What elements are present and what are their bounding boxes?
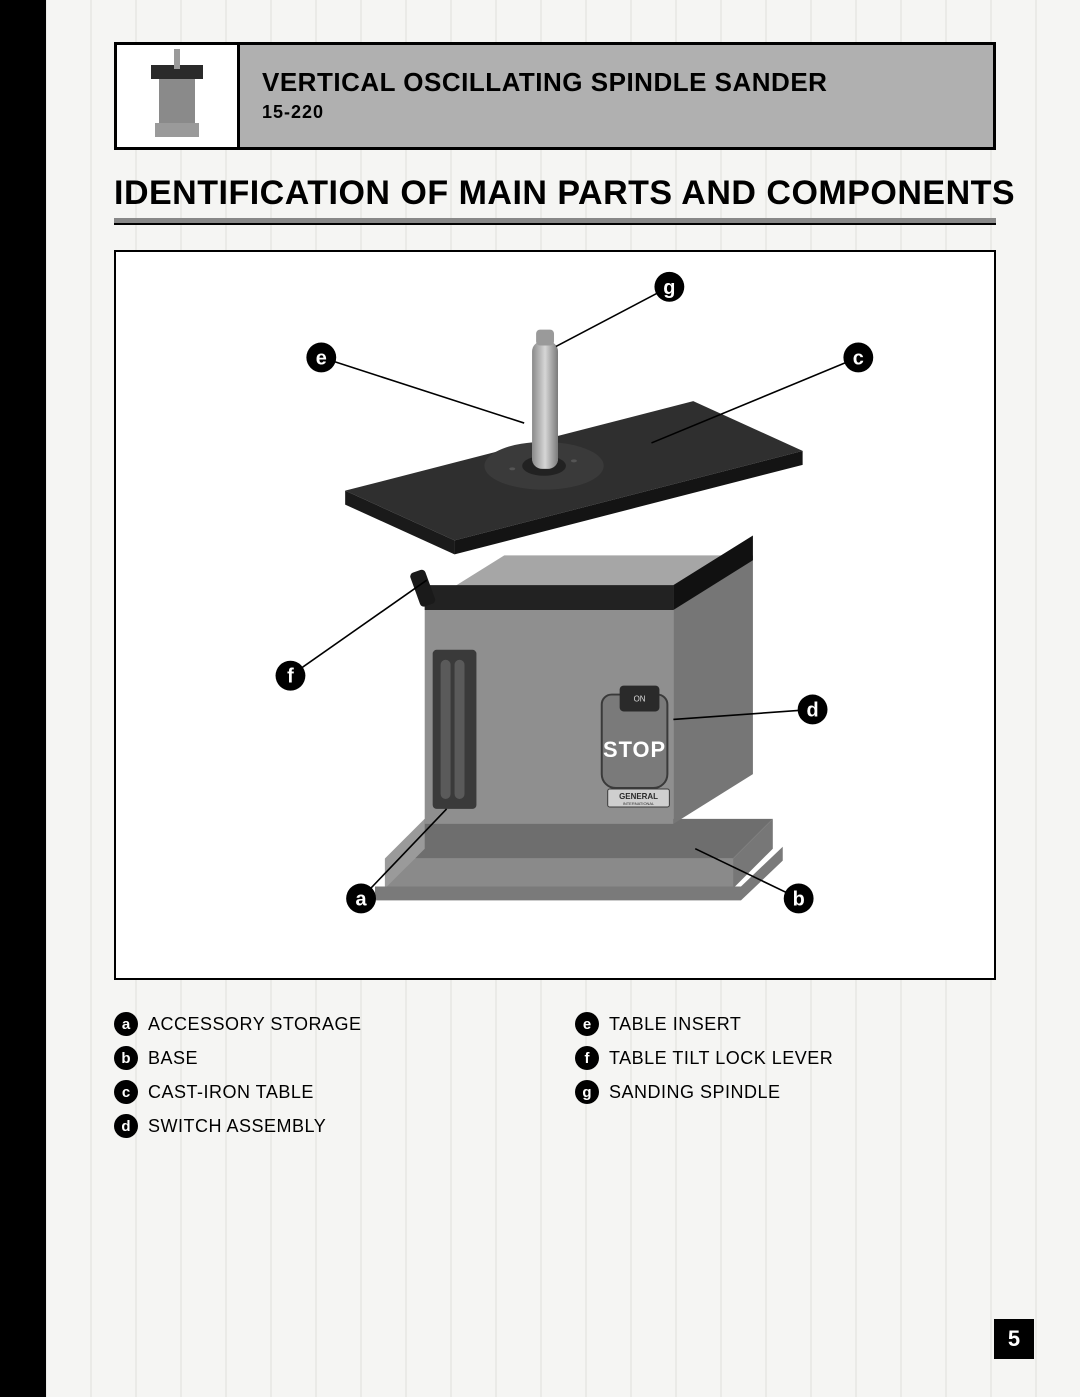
callout-letter-g: g bbox=[663, 277, 675, 299]
header-box: VERTICAL OSCILLATING SPINDLE SANDER 15-2… bbox=[114, 42, 996, 150]
section-heading: IDENTIFICATION OF MAIN PARTS AND COMPONE… bbox=[114, 174, 1015, 213]
legend-bullet-d: d bbox=[114, 1114, 138, 1138]
header-thumbnail bbox=[114, 42, 240, 150]
legend-item-d: d SWITCH ASSEMBLY bbox=[114, 1114, 535, 1138]
figure-svg: ON STOP GENERAL INTERNATIONAL bbox=[116, 252, 994, 978]
callout-letter-c: c bbox=[853, 347, 864, 369]
switch-on-text: ON bbox=[634, 695, 646, 704]
thumbnail-svg bbox=[117, 45, 237, 147]
stop-label: STOP bbox=[603, 737, 666, 762]
legend-bullet-f: f bbox=[575, 1046, 599, 1070]
legend-item-g: g SANDING SPINDLE bbox=[575, 1080, 996, 1104]
callout-letter-b: b bbox=[793, 888, 805, 910]
legend-column-right: e TABLE INSERT f TABLE TILT LOCK LEVER g SAND… bbox=[575, 1012, 996, 1148]
legend-bullet-g: g bbox=[575, 1080, 599, 1104]
callout-letter-e: e bbox=[316, 347, 327, 369]
header-text-block: VERTICAL OSCILLATING SPINDLE SANDER 15-2… bbox=[262, 67, 827, 123]
brand-sub-text: INTERNATIONAL bbox=[623, 801, 655, 806]
legend-bullet-a: a bbox=[114, 1012, 138, 1036]
callout-leader-g bbox=[556, 287, 669, 347]
page-number: 5 bbox=[994, 1319, 1034, 1359]
callout-letter-f: f bbox=[287, 666, 294, 688]
callout-letter-d: d bbox=[807, 699, 819, 721]
page-left-bar bbox=[0, 0, 46, 1397]
legend-bullet-b: b bbox=[114, 1046, 138, 1070]
legend-label-e: TABLE INSERT bbox=[609, 1014, 741, 1035]
legend-label-c: CAST-IRON TABLE bbox=[148, 1082, 314, 1103]
callout-leader-f bbox=[290, 580, 426, 675]
product-title: VERTICAL OSCILLATING SPINDLE SANDER bbox=[262, 67, 827, 98]
legend-label-d: SWITCH ASSEMBLY bbox=[148, 1116, 326, 1137]
brand-text: GENERAL bbox=[619, 792, 658, 801]
legend-label-f: TABLE TILT LOCK LEVER bbox=[609, 1048, 833, 1069]
legend-bullet-e: e bbox=[575, 1012, 599, 1036]
section-underline bbox=[114, 218, 996, 225]
product-model: 15-220 bbox=[262, 102, 827, 123]
legend-label-g: SANDING SPINDLE bbox=[609, 1082, 781, 1103]
legend-label-b: BASE bbox=[148, 1048, 198, 1069]
callout-leader-e bbox=[321, 357, 524, 423]
legend-item-e: e TABLE INSERT bbox=[575, 1012, 996, 1036]
legend-column-left: a ACCESSORY STORAGE b BASE c CAST-IRON TABLE d… bbox=[114, 1012, 535, 1148]
figure-box: ON STOP GENERAL INTERNATIONAL bbox=[114, 250, 996, 980]
legend-item-a: a ACCESSORY STORAGE bbox=[114, 1012, 535, 1036]
legend-label-a: ACCESSORY STORAGE bbox=[148, 1014, 362, 1035]
legend-item-c: c CAST-IRON TABLE bbox=[114, 1080, 535, 1104]
legend-item-b: b BASE bbox=[114, 1046, 535, 1070]
legend: a ACCESSORY STORAGE b BASE c CAST-IRON TABLE d… bbox=[114, 1012, 996, 1148]
callout-letter-a: a bbox=[356, 888, 368, 910]
machine-illustration: ON STOP GENERAL INTERNATIONAL bbox=[345, 330, 802, 901]
legend-bullet-c: c bbox=[114, 1080, 138, 1104]
legend-item-f: f TABLE TILT LOCK LEVER bbox=[575, 1046, 996, 1070]
